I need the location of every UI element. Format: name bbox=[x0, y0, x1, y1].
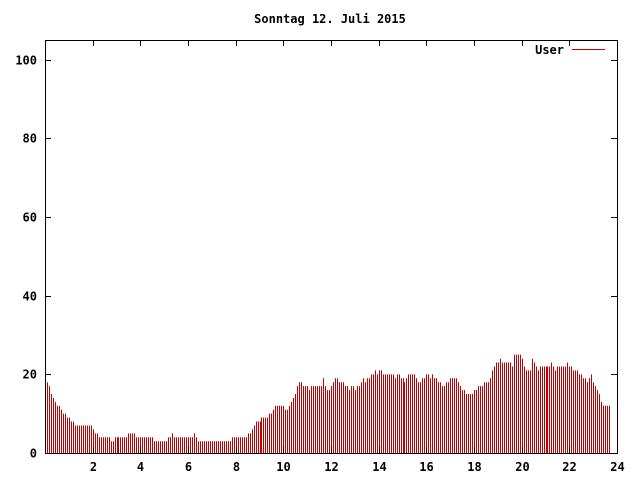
y-tick-label: 80 bbox=[23, 132, 37, 146]
x-tick-label: 8 bbox=[233, 460, 240, 474]
y-axis: 0 20 40 60 80 100 bbox=[15, 54, 617, 461]
x-tick-label: 14 bbox=[372, 460, 386, 474]
legend: User bbox=[535, 43, 605, 57]
y-tick-label: 0 bbox=[30, 447, 37, 461]
y-tick-label: 40 bbox=[23, 290, 37, 304]
legend-label: User bbox=[535, 43, 564, 57]
x-tick-label: 18 bbox=[467, 460, 481, 474]
y-tick-label: 20 bbox=[23, 368, 37, 382]
plot-bars bbox=[45, 354, 610, 453]
chart-title: Sonntag 12. Juli 2015 bbox=[254, 12, 406, 26]
y-tick-label: 100 bbox=[15, 54, 37, 68]
x-axis: 2 4 6 8 10 12 14 16 18 20 22 24 bbox=[90, 40, 625, 474]
x-tick-label: 4 bbox=[137, 460, 144, 474]
x-tick-label: 10 bbox=[276, 460, 290, 474]
x-tick-label: 24 bbox=[610, 460, 624, 474]
x-tick-label: 6 bbox=[185, 460, 192, 474]
x-tick-label: 22 bbox=[562, 460, 576, 474]
x-tick-label: 16 bbox=[419, 460, 433, 474]
x-tick-label: 20 bbox=[515, 460, 529, 474]
y-tick-label: 60 bbox=[23, 211, 37, 225]
x-tick-label: 2 bbox=[90, 460, 97, 474]
x-tick-label: 12 bbox=[324, 460, 338, 474]
